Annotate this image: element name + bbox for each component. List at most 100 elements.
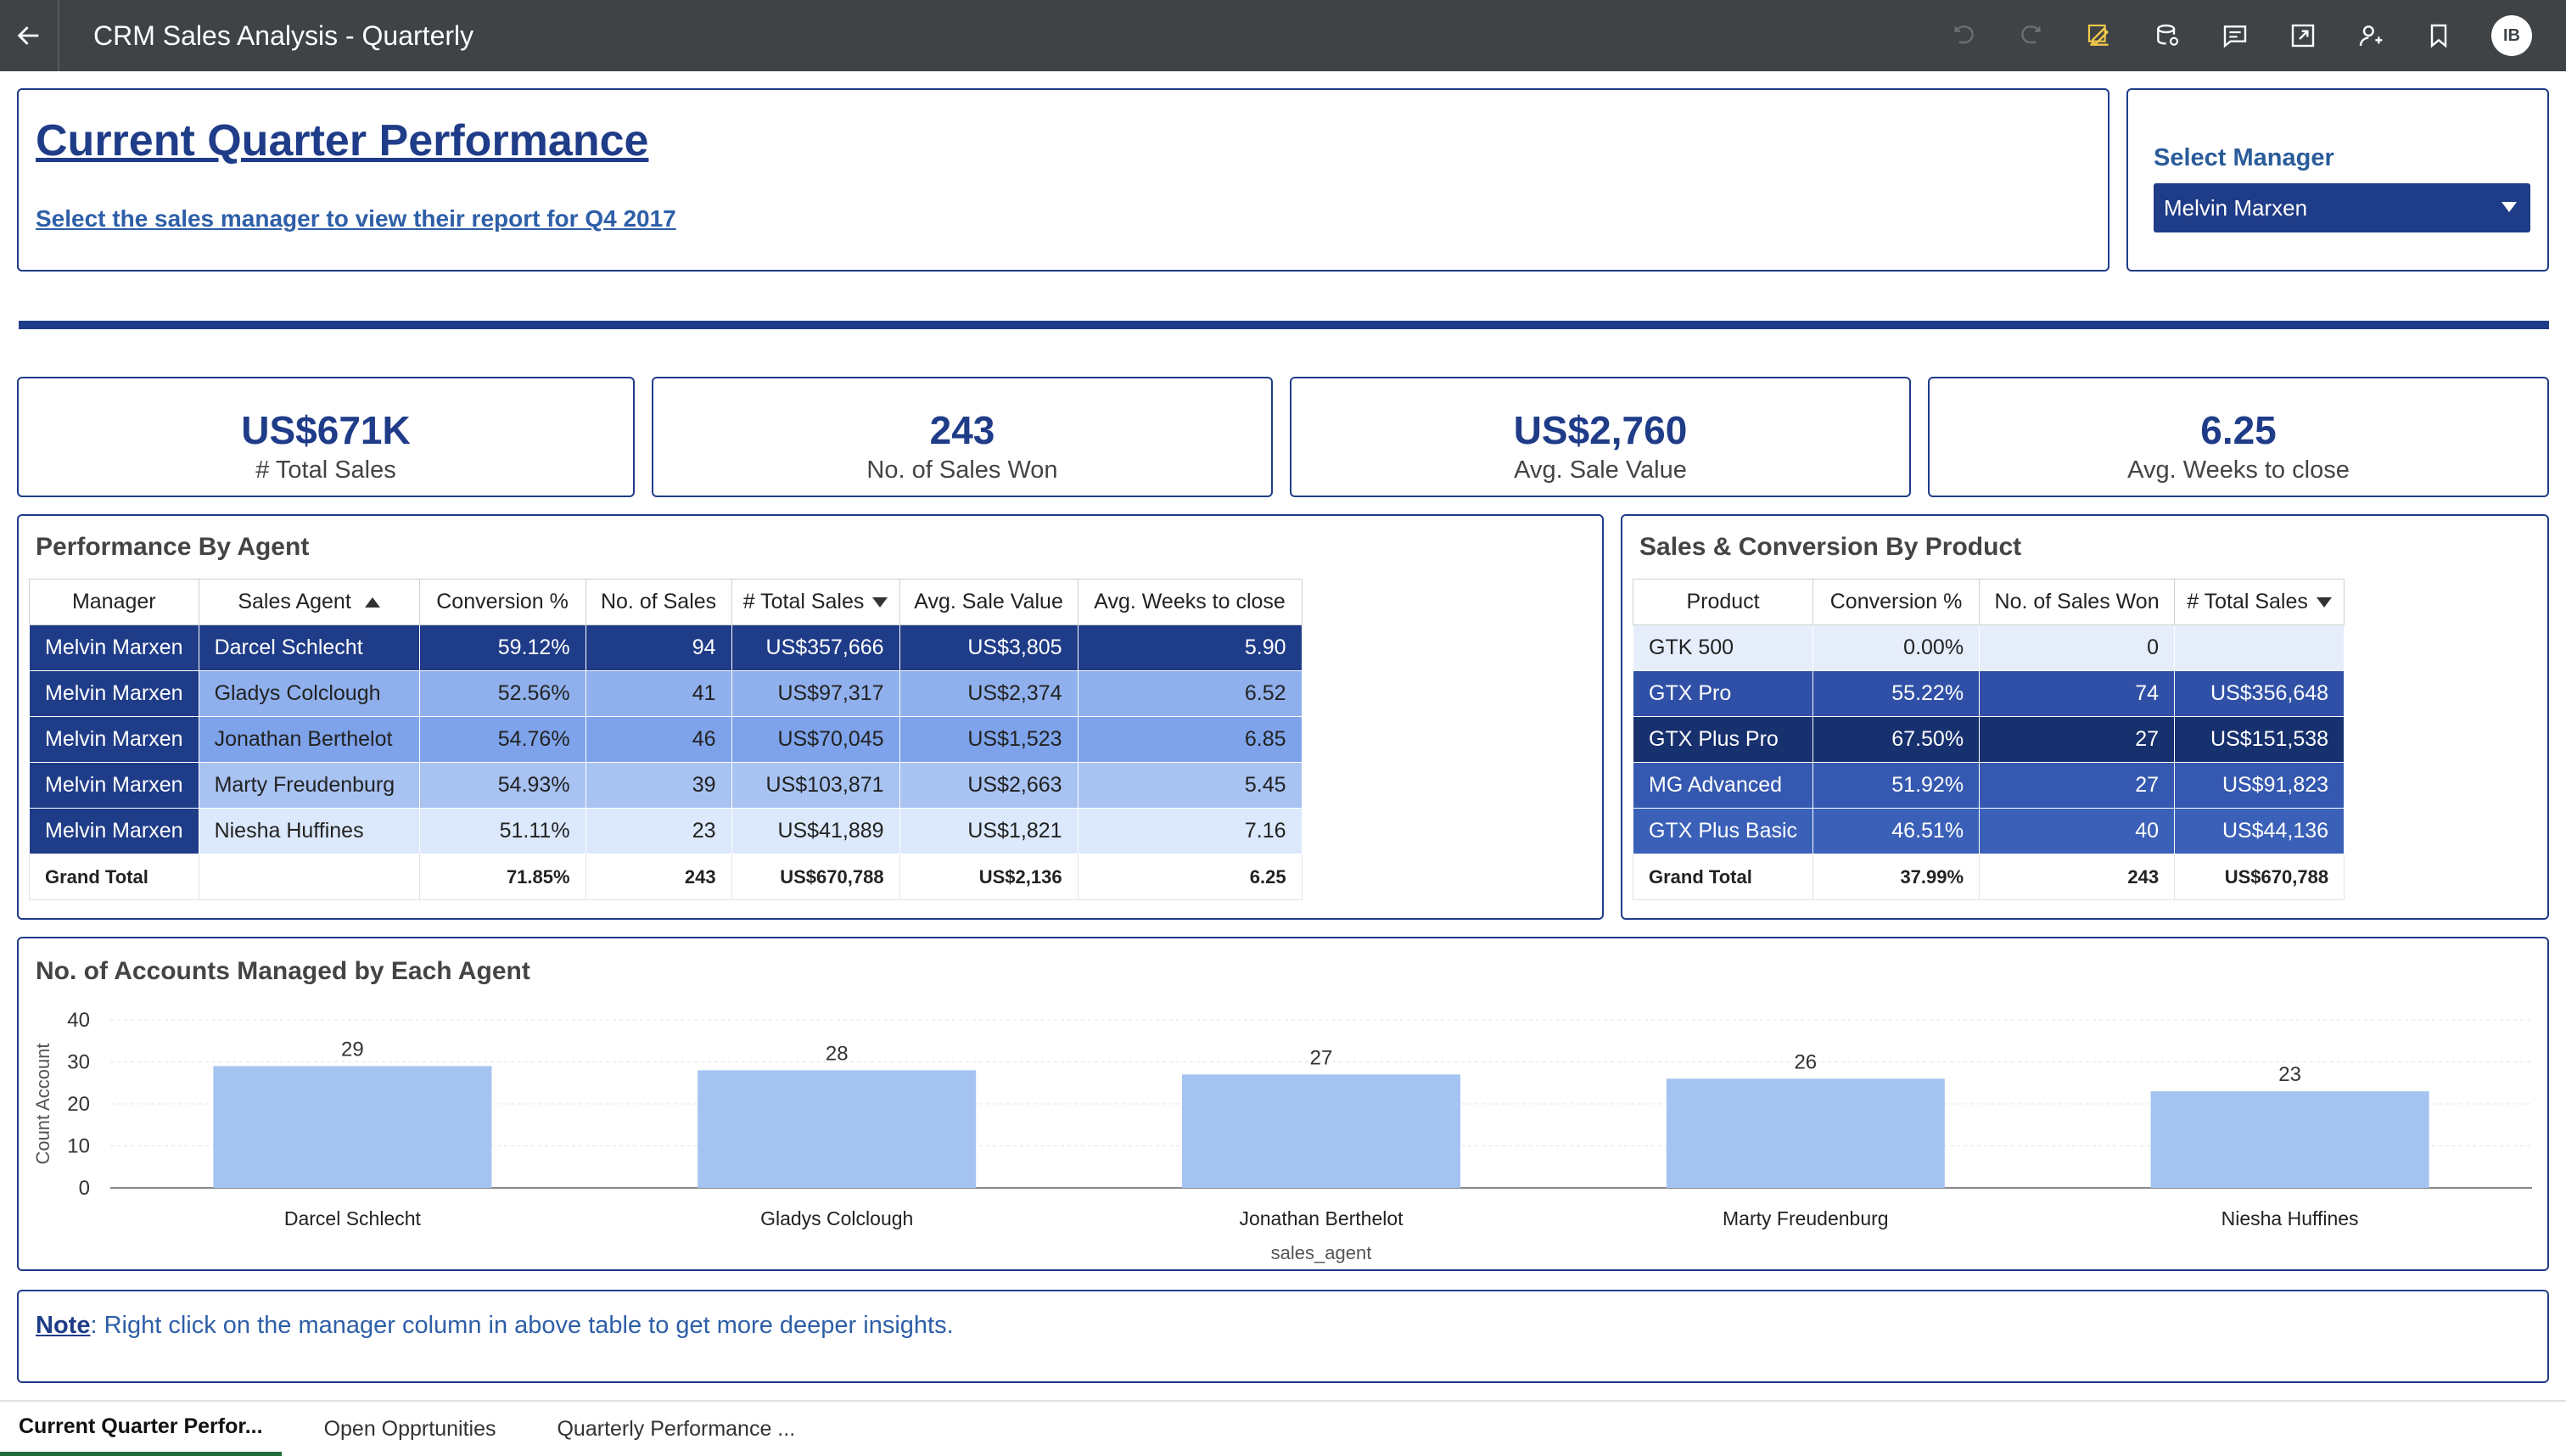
col-header[interactable]: No. of Sales — [585, 579, 732, 625]
x-tick-label: Marty Freudenburg — [1723, 1207, 1889, 1229]
col-header[interactable]: Avg. Weeks to close — [1077, 579, 1303, 625]
table-cell: 40 — [1979, 808, 2176, 854]
data-label: 28 — [826, 1042, 849, 1065]
kpi-avg-weeks: 6.25 Avg. Weeks to close — [1928, 377, 2549, 497]
kpi-value: 6.25 — [2200, 408, 2277, 452]
table-cell: US$70,045 — [731, 716, 900, 763]
col-header[interactable]: Sales Agent — [198, 579, 420, 625]
back-button[interactable] — [0, 0, 59, 71]
table-header-row: Manager Sales Agent Conversion % No. of … — [29, 579, 1303, 625]
bar[interactable] — [213, 1066, 492, 1188]
kpi-label: Avg. Weeks to close — [2127, 456, 2350, 484]
col-header[interactable]: # Total Sales — [731, 579, 900, 625]
table-cell: US$151,538 — [2174, 716, 2345, 763]
tab-current-quarter[interactable]: Current Quarter Perfor... — [0, 1402, 282, 1456]
data-label: 26 — [1794, 1050, 1817, 1073]
table-row[interactable]: GTX Plus Basic 46.51% 40 US$44,136 — [1632, 808, 2345, 854]
export-icon[interactable] — [2288, 20, 2318, 51]
table-row[interactable]: MG Advanced 51.92% 27 US$91,823 — [1632, 762, 2345, 809]
x-tick-label: Gladys Colclough — [760, 1207, 913, 1229]
back-arrow-icon — [17, 26, 39, 45]
tab-open-opportunities[interactable]: Open Opprtunities — [323, 1416, 496, 1441]
y-tick-label: 0 — [79, 1177, 90, 1200]
total-cell: 243 — [585, 854, 732, 900]
share-user-icon[interactable] — [2356, 20, 2386, 51]
kpi-label: # Total Sales — [255, 456, 396, 484]
table-row[interactable]: GTK 500 0.00% 0 — [1632, 624, 2345, 671]
note-label: Note — [36, 1312, 91, 1339]
table-cell[interactable]: Melvin Marxen — [29, 762, 199, 809]
data-label: 23 — [2278, 1063, 2301, 1086]
table-cell: Marty Freudenburg — [198, 762, 420, 809]
edit-icon[interactable] — [2084, 20, 2115, 51]
total-cell: US$670,788 — [2174, 854, 2345, 900]
col-header[interactable]: Product — [1632, 579, 1814, 625]
col-header[interactable]: No. of Sales Won — [1979, 579, 2176, 625]
table-cell: US$97,317 — [731, 670, 900, 717]
table-cell[interactable]: Melvin Marxen — [29, 808, 199, 854]
header-panel: Current Quarter Performance Select the s… — [17, 88, 2109, 272]
table-cell[interactable]: Melvin Marxen — [29, 670, 199, 717]
bookmark-icon[interactable] — [2423, 20, 2454, 51]
bar[interactable] — [1666, 1078, 1945, 1188]
table-cell: 55.22% — [1812, 670, 1981, 717]
table-cell: 54.93% — [418, 762, 586, 809]
table-row[interactable]: GTX Pro 55.22% 74 US$356,648 — [1632, 670, 2345, 717]
bar[interactable] — [1182, 1074, 1460, 1188]
section-divider — [19, 321, 2549, 329]
table-cell: 39 — [585, 762, 732, 809]
col-header[interactable]: # Total Sales — [2174, 579, 2345, 625]
accounts-chart-panel: No. of Accounts Managed by Each Agent 0 1… — [17, 937, 2549, 1271]
table-cell: Gladys Colclough — [198, 670, 420, 717]
note-panel: Note: Right click on the manager column … — [17, 1290, 2549, 1383]
col-header[interactable]: Conversion % — [418, 579, 586, 625]
table-cell: 0 — [1979, 624, 2176, 671]
table-cell[interactable]: Melvin Marxen — [29, 624, 199, 671]
total-cell: 71.85% — [418, 854, 586, 900]
kpi-total-sales: US$671K # Total Sales — [17, 377, 635, 497]
table-row[interactable]: Melvin Marxen Darcel Schlecht 59.12% 94 US$3… — [29, 624, 1303, 671]
total-cell — [198, 854, 420, 900]
tab-quarterly-performance[interactable]: Quarterly Performance ... — [557, 1416, 796, 1441]
table-cell: 51.11% — [418, 808, 586, 854]
undo-icon[interactable] — [1948, 20, 1979, 51]
table-header-row: Product Conversion % No. of Sales Won # … — [1632, 579, 2345, 625]
manager-dropdown-value: Melvin Marxen — [2164, 194, 2308, 221]
table-cell: US$91,823 — [2174, 762, 2345, 809]
table-row[interactable]: Melvin Marxen Marty Freudenburg 54.93% 39 US… — [29, 762, 1303, 809]
sort-ascending-icon[interactable] — [364, 597, 380, 608]
comment-icon[interactable] — [2220, 20, 2250, 51]
table-cell[interactable]: Melvin Marxen — [29, 716, 199, 763]
col-header[interactable]: Avg. Sale Value — [899, 579, 1079, 625]
user-avatar[interactable]: IB — [2491, 15, 2532, 56]
col-header[interactable]: Conversion % — [1812, 579, 1981, 625]
chevron-down-icon — [2502, 202, 2517, 212]
table-cell: 27 — [1979, 762, 2176, 809]
table-cell: 7.16 — [1077, 808, 1303, 854]
sort-descending-icon[interactable] — [2316, 597, 2332, 608]
bar[interactable] — [2150, 1091, 2429, 1188]
table-cell: US$357,666 — [731, 624, 900, 671]
sort-descending-icon[interactable] — [872, 597, 888, 608]
accounts-bar-chart: 0 10 20 30 40 Count Account 29 Darcel Schlecht 2… — [32, 1009, 2532, 1263]
kpi-avg-sale-value: US$2,760 Avg. Sale Value — [1290, 377, 1911, 497]
table-cell: US$3,805 — [899, 624, 1079, 671]
table-cell: 27 — [1979, 716, 2176, 763]
y-axis-label: Count Account — [32, 1043, 53, 1164]
table-row[interactable]: Melvin Marxen Gladys Colclough 52.56% 41 US$… — [29, 670, 1303, 717]
table-row[interactable]: Melvin Marxen Jonathan Berthelot 54.76% 46 U… — [29, 716, 1303, 763]
table-cell: US$44,136 — [2174, 808, 2345, 854]
bar[interactable] — [698, 1070, 977, 1188]
data-icon[interactable] — [2152, 20, 2182, 51]
col-header[interactable]: Manager — [29, 579, 199, 625]
table-row[interactable]: GTX Plus Pro 67.50% 27 US$151,538 — [1632, 716, 2345, 763]
y-tick-label: 30 — [67, 1051, 90, 1074]
page-tabs: Current Quarter Perfor... Open Opprtunit… — [0, 1400, 2566, 1456]
table-row[interactable]: Melvin Marxen Niesha Huffines 51.11% 23 US$4… — [29, 808, 1303, 854]
product-table-panel: Sales & Conversion By Product Product Co… — [1621, 514, 2549, 920]
app-title: CRM Sales Analysis - Quarterly — [93, 20, 474, 51]
redo-icon[interactable] — [2016, 20, 2047, 51]
x-axis-label: sales_agent — [1271, 1242, 1372, 1263]
manager-dropdown[interactable]: Melvin Marxen — [2154, 183, 2530, 232]
x-tick-label: Niesha Huffines — [2221, 1207, 2359, 1229]
